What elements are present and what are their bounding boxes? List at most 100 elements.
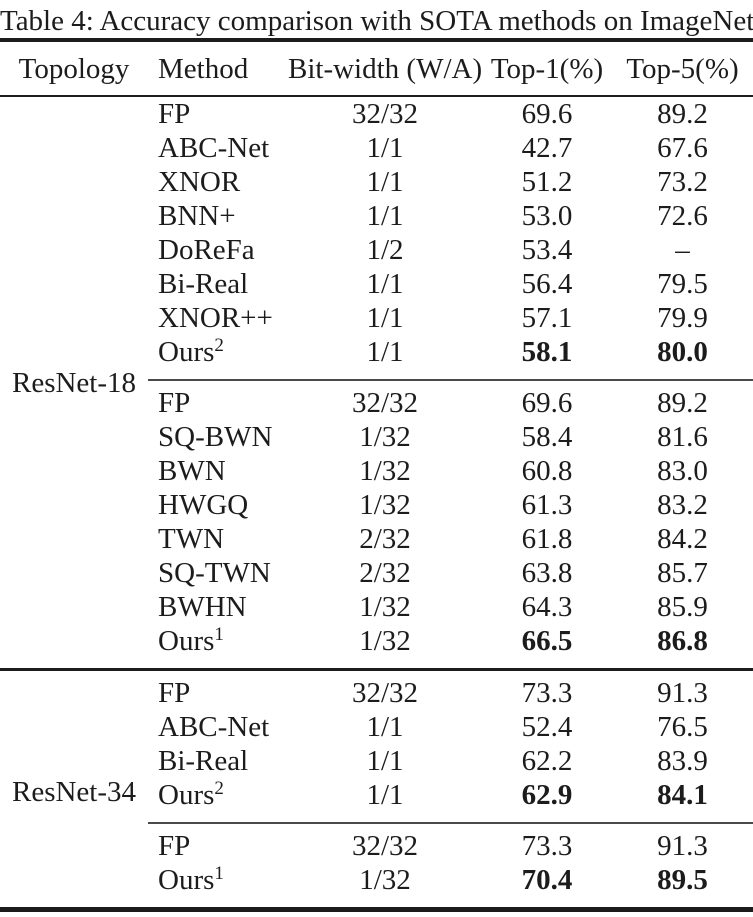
table-row: SQ-TWN 2/32 63.8 85.7 xyxy=(0,556,753,590)
method-name: Ours1 xyxy=(158,624,224,657)
top1-value: 62.9 xyxy=(521,779,573,811)
method-name: FP xyxy=(148,822,288,863)
top1-value: 69.6 xyxy=(521,98,573,130)
col-header-top5: Top-5(%) xyxy=(612,40,753,97)
top5-value: 72.6 xyxy=(657,200,708,232)
col-header-top1: Top-1(%) xyxy=(482,40,612,97)
table-row: HWGQ 1/32 61.3 83.2 xyxy=(0,488,753,522)
method-name: SQ-BWN xyxy=(158,421,273,453)
table-row: Ours2 1/1 62.9 84.1 xyxy=(0,778,753,823)
bitwidth-value: 1/32 xyxy=(359,864,411,896)
bitwidth-value: 1/1 xyxy=(366,268,404,300)
top5-value: 91.3 xyxy=(612,668,753,710)
table-row: ABC-Net 1/1 52.4 76.5 xyxy=(0,710,753,744)
method-name: Ours1 xyxy=(158,863,224,896)
method-name: Ours2 xyxy=(158,778,224,811)
table-row: Ours1 1/32 66.5 86.8 xyxy=(0,624,753,670)
top5-value: 86.8 xyxy=(657,625,708,657)
table-row: XNOR 1/1 51.2 73.2 xyxy=(0,165,753,199)
table-row: FP 32/32 73.3 91.3 xyxy=(0,822,753,863)
method-name: ABC-Net xyxy=(158,132,270,164)
method-superscript: 2 xyxy=(214,335,224,356)
top5-value: 89.5 xyxy=(657,864,708,896)
method-name: SQ-TWN xyxy=(158,557,271,589)
table-row: BNN+ 1/1 53.0 72.6 xyxy=(0,199,753,233)
top5-value: 76.5 xyxy=(657,711,708,743)
top5-value: 83.0 xyxy=(657,455,708,487)
top1-value: 58.4 xyxy=(521,421,573,453)
method-name: Bi-Real xyxy=(158,268,249,300)
bitwidth-value: 1/32 xyxy=(359,625,411,657)
col-header-topology: Topology xyxy=(0,40,148,97)
table-row: Bi-Real 1/1 56.4 79.5 xyxy=(0,267,753,301)
table-row: Ours2 1/1 58.1 80.0 xyxy=(0,335,753,380)
bitwidth-value: 1/1 xyxy=(366,779,404,811)
top5-value: 89.2 xyxy=(612,379,753,420)
top5-value: 81.6 xyxy=(657,421,708,453)
method-name: FP xyxy=(148,379,288,420)
bitwidth-value: 2/32 xyxy=(359,523,411,555)
table-row: SQ-BWN 1/32 58.4 81.6 xyxy=(0,420,753,454)
top5-value: 79.9 xyxy=(657,302,708,334)
top1-value: 58.1 xyxy=(521,336,573,368)
bitwidth-value: 32/32 xyxy=(288,668,482,710)
top5-value: 73.2 xyxy=(657,166,708,198)
table-row: TWN 2/32 61.8 84.2 xyxy=(0,522,753,556)
top5-value: 67.6 xyxy=(657,132,708,164)
table-row: ResNet-34 FP 32/32 73.3 91.3 xyxy=(0,668,753,910)
method-name: BWN xyxy=(158,455,226,487)
bitwidth-value: 1/1 xyxy=(366,711,404,743)
method-name: BWHN xyxy=(158,591,247,623)
bitwidth-value: 1/32 xyxy=(359,421,411,453)
method-name: Ours2 xyxy=(158,335,224,368)
bitwidth-value: 1/1 xyxy=(366,166,404,198)
col-header-method: Method xyxy=(148,40,288,97)
top5-value: – xyxy=(675,234,690,266)
top5-value: 89.2 xyxy=(657,98,708,130)
table-row: DoReFa 1/2 53.4 – xyxy=(0,233,753,267)
bitwidth-value: 1/1 xyxy=(366,745,404,777)
top1-value: 61.8 xyxy=(521,523,573,555)
table-row: ABC-Net 1/1 42.7 67.6 xyxy=(0,131,753,165)
bitwidth-value: 1/1 xyxy=(366,336,404,368)
top5-value: 85.9 xyxy=(657,591,708,623)
top1-value: 53.0 xyxy=(521,200,573,232)
top1-value: 73.3 xyxy=(482,822,612,863)
top1-value: 66.5 xyxy=(521,625,573,657)
method-name: ABC-Net xyxy=(158,711,270,743)
bitwidth-value: 32/32 xyxy=(351,98,419,130)
top5-value: 83.2 xyxy=(657,489,708,521)
top1-value: 52.4 xyxy=(521,711,573,743)
method-superscript: 2 xyxy=(214,778,224,799)
method-name: HWGQ xyxy=(158,489,249,521)
top1-value: 42.7 xyxy=(521,132,573,164)
top1-value: 70.4 xyxy=(521,864,573,896)
table-row: BWHN 1/32 64.3 85.9 xyxy=(0,590,753,624)
method-name: DoReFa xyxy=(158,234,255,266)
top1-value: 60.8 xyxy=(521,455,573,487)
bitwidth-value: 1/1 xyxy=(366,302,404,334)
results-table: Topology Method Bit-width (W/A) Top-1(%)… xyxy=(0,38,753,912)
bitwidth-value: 1/1 xyxy=(366,200,404,232)
results-table-body: ResNet-18 FP 32/32 69.6 89.2 ABC-Net 1/1 42.7 67… xyxy=(0,96,753,910)
top5-value: 84.1 xyxy=(657,779,708,811)
method-name: FP xyxy=(148,668,288,710)
bitwidth-value: 2/32 xyxy=(359,557,411,589)
top1-value: 62.2 xyxy=(521,745,573,777)
top1-value: 69.6 xyxy=(482,379,612,420)
bitwidth-value: 1/32 xyxy=(359,591,411,623)
top1-value: 53.4 xyxy=(521,234,573,266)
bitwidth-value: 1/2 xyxy=(366,234,404,266)
method-name: XNOR++ xyxy=(158,302,273,334)
topology-label: ResNet-18 xyxy=(11,366,137,399)
top1-value: 73.3 xyxy=(482,668,612,710)
bitwidth-value: 1/32 xyxy=(359,455,411,487)
table-row: ResNet-18 FP 32/32 69.6 89.2 xyxy=(0,96,753,399)
top5-value: 84.2 xyxy=(657,523,708,555)
method-name: XNOR xyxy=(158,166,241,198)
method-name: BNN+ xyxy=(158,200,236,232)
top1-value: 64.3 xyxy=(521,591,573,623)
col-header-bitwidth: Bit-width (W/A) xyxy=(288,40,482,97)
method-name: Bi-Real xyxy=(158,745,249,777)
